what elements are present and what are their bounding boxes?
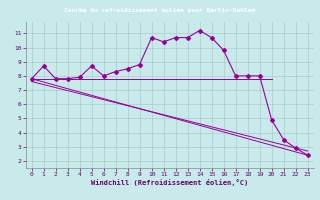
X-axis label: Windchill (Refroidissement éolien,°C): Windchill (Refroidissement éolien,°C) — [91, 179, 248, 186]
Text: Courbe du refroidissement éolien pour Berlin-Dahlem: Courbe du refroidissement éolien pour Be… — [64, 7, 256, 13]
